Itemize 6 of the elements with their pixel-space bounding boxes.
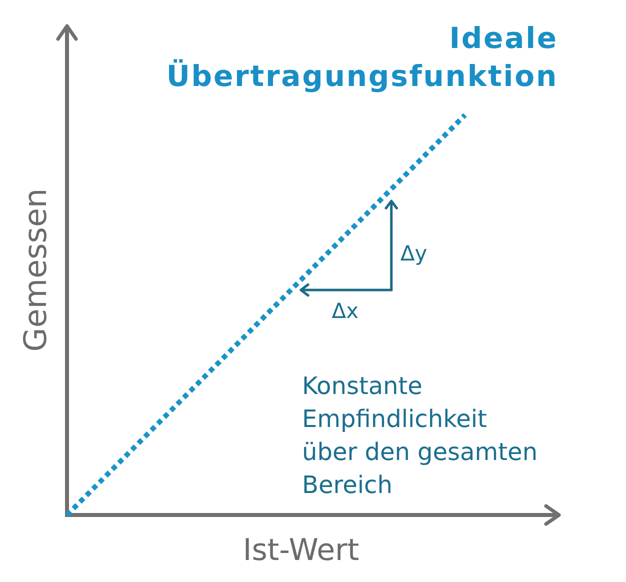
chart-title: Ideale Übertragungsfunktion [166, 21, 558, 93]
y-axis-title: Gemessen [18, 188, 54, 352]
x-axis-title: Ist-Wert [242, 533, 360, 568]
annotation: Konstante Empfindlichkeit über den gesamten Bereich [302, 372, 538, 499]
annotation: Δx [332, 299, 359, 323]
annotation: Δy [400, 242, 428, 266]
